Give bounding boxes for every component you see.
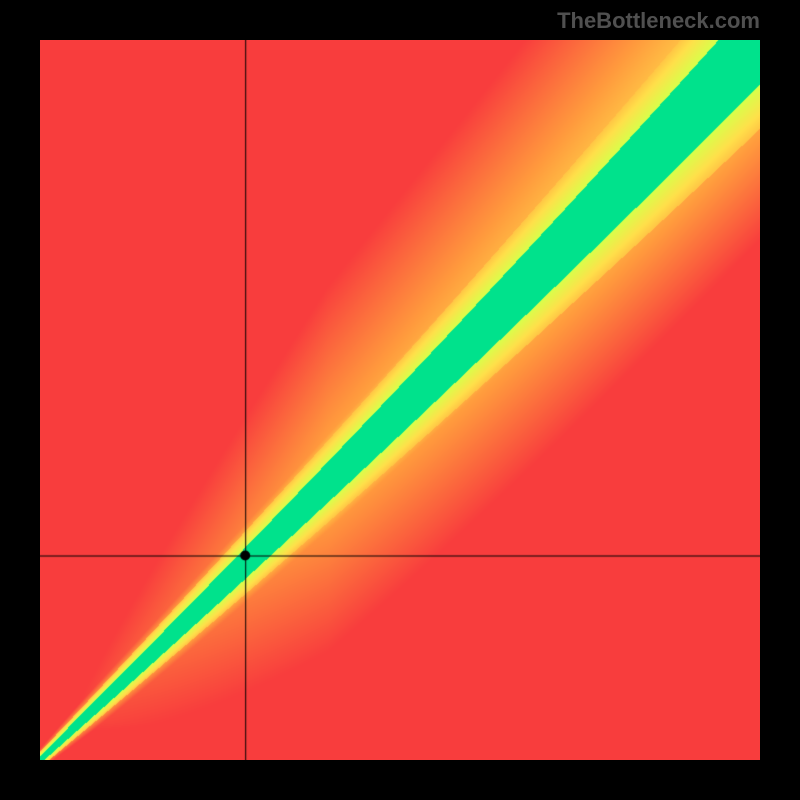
heatmap-canvas: [40, 40, 760, 760]
attribution-text: TheBottleneck.com: [557, 8, 760, 34]
chart-container: TheBottleneck.com: [0, 0, 800, 800]
heatmap-plot-area: [40, 40, 760, 760]
